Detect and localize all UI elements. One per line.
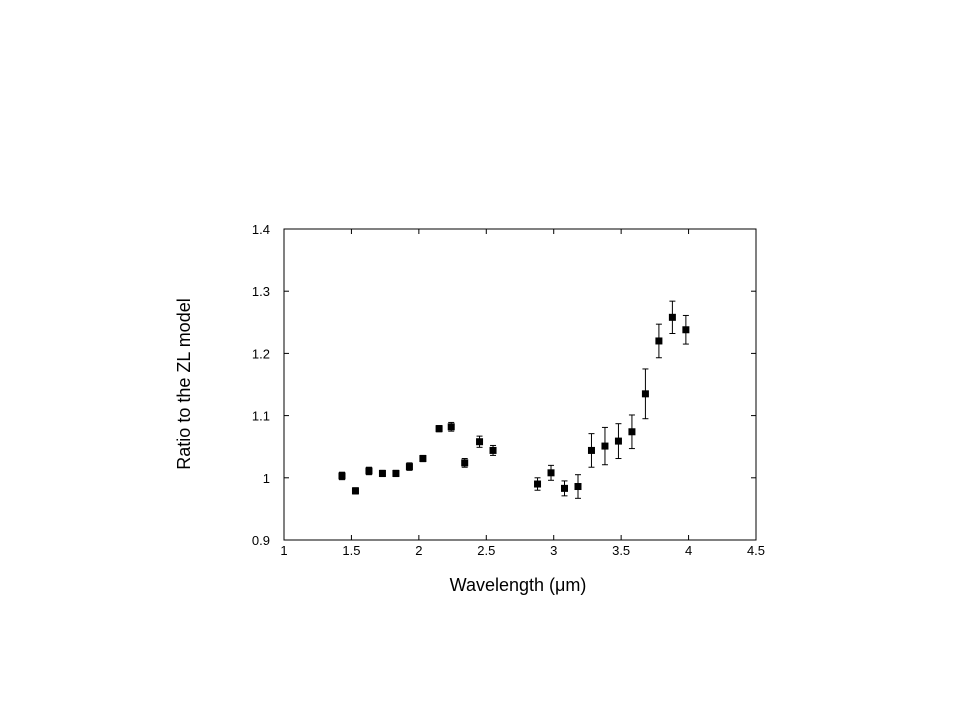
y-tick-label: 1.3 <box>252 284 270 299</box>
square-marker <box>587 446 595 454</box>
data-point <box>351 487 359 495</box>
data-point <box>628 414 636 450</box>
x-tick-label: 3 <box>550 543 557 558</box>
data-point <box>476 435 484 448</box>
square-marker <box>547 469 555 477</box>
square-marker <box>574 483 582 491</box>
y-tick-label: 1.1 <box>252 409 270 424</box>
y-tick-label: 1.2 <box>252 346 270 361</box>
square-marker <box>338 472 346 480</box>
square-marker <box>628 428 636 436</box>
plot-frame <box>283 228 757 541</box>
x-tick-label: 2 <box>415 543 422 558</box>
data-point <box>447 421 455 432</box>
data-point <box>561 480 569 497</box>
x-tick-label: 3.5 <box>612 543 630 558</box>
x-tick-label: 4 <box>685 543 692 558</box>
data-point <box>338 471 346 481</box>
data-point <box>614 423 622 460</box>
data-points <box>338 300 690 499</box>
data-point <box>405 462 413 471</box>
data-point <box>587 433 595 468</box>
data-point <box>655 323 663 359</box>
data-point <box>601 426 609 466</box>
data-point <box>461 458 469 468</box>
x-axis-title: Wavelength (μm) <box>450 575 587 595</box>
x-tick-label: 1 <box>280 543 287 558</box>
square-marker <box>655 337 663 345</box>
square-marker <box>614 437 622 445</box>
data-point <box>668 300 676 334</box>
data-point <box>574 474 582 499</box>
data-point <box>489 444 497 456</box>
square-marker <box>682 326 690 334</box>
data-point <box>392 469 400 478</box>
x-axis-ticks: 1 1.5 2 2.5 3 3.5 4 4.5 <box>280 229 765 558</box>
data-point <box>641 368 649 420</box>
data-point <box>682 314 690 345</box>
square-marker <box>351 487 359 495</box>
square-marker <box>641 390 649 398</box>
square-marker <box>561 484 569 492</box>
y-axis-ticks: 0.9 1 1.1 1.2 1.3 1.4 <box>252 222 756 548</box>
square-marker <box>489 446 497 454</box>
data-point <box>435 425 443 433</box>
x-tick-label: 4.5 <box>747 543 765 558</box>
data-point <box>534 477 542 491</box>
square-marker <box>447 423 455 431</box>
data-point <box>547 464 555 481</box>
square-marker <box>461 459 469 467</box>
square-marker <box>378 469 386 477</box>
square-marker <box>534 480 542 488</box>
y-tick-label: 1.4 <box>252 222 270 237</box>
square-marker <box>365 467 373 475</box>
data-point <box>365 466 373 476</box>
square-marker <box>435 425 443 433</box>
y-axis-title: Ratio to the ZL model <box>174 298 194 469</box>
square-marker <box>476 438 484 446</box>
y-tick-label: 0.9 <box>252 533 270 548</box>
square-marker <box>392 469 400 477</box>
x-tick-label: 1.5 <box>342 543 360 558</box>
data-point <box>419 454 427 463</box>
square-marker <box>405 463 413 471</box>
data-point <box>378 469 386 478</box>
square-marker <box>601 442 609 450</box>
y-tick-label: 1 <box>263 471 270 486</box>
square-marker <box>419 455 427 463</box>
x-tick-label: 2.5 <box>477 543 495 558</box>
square-marker <box>668 313 676 321</box>
